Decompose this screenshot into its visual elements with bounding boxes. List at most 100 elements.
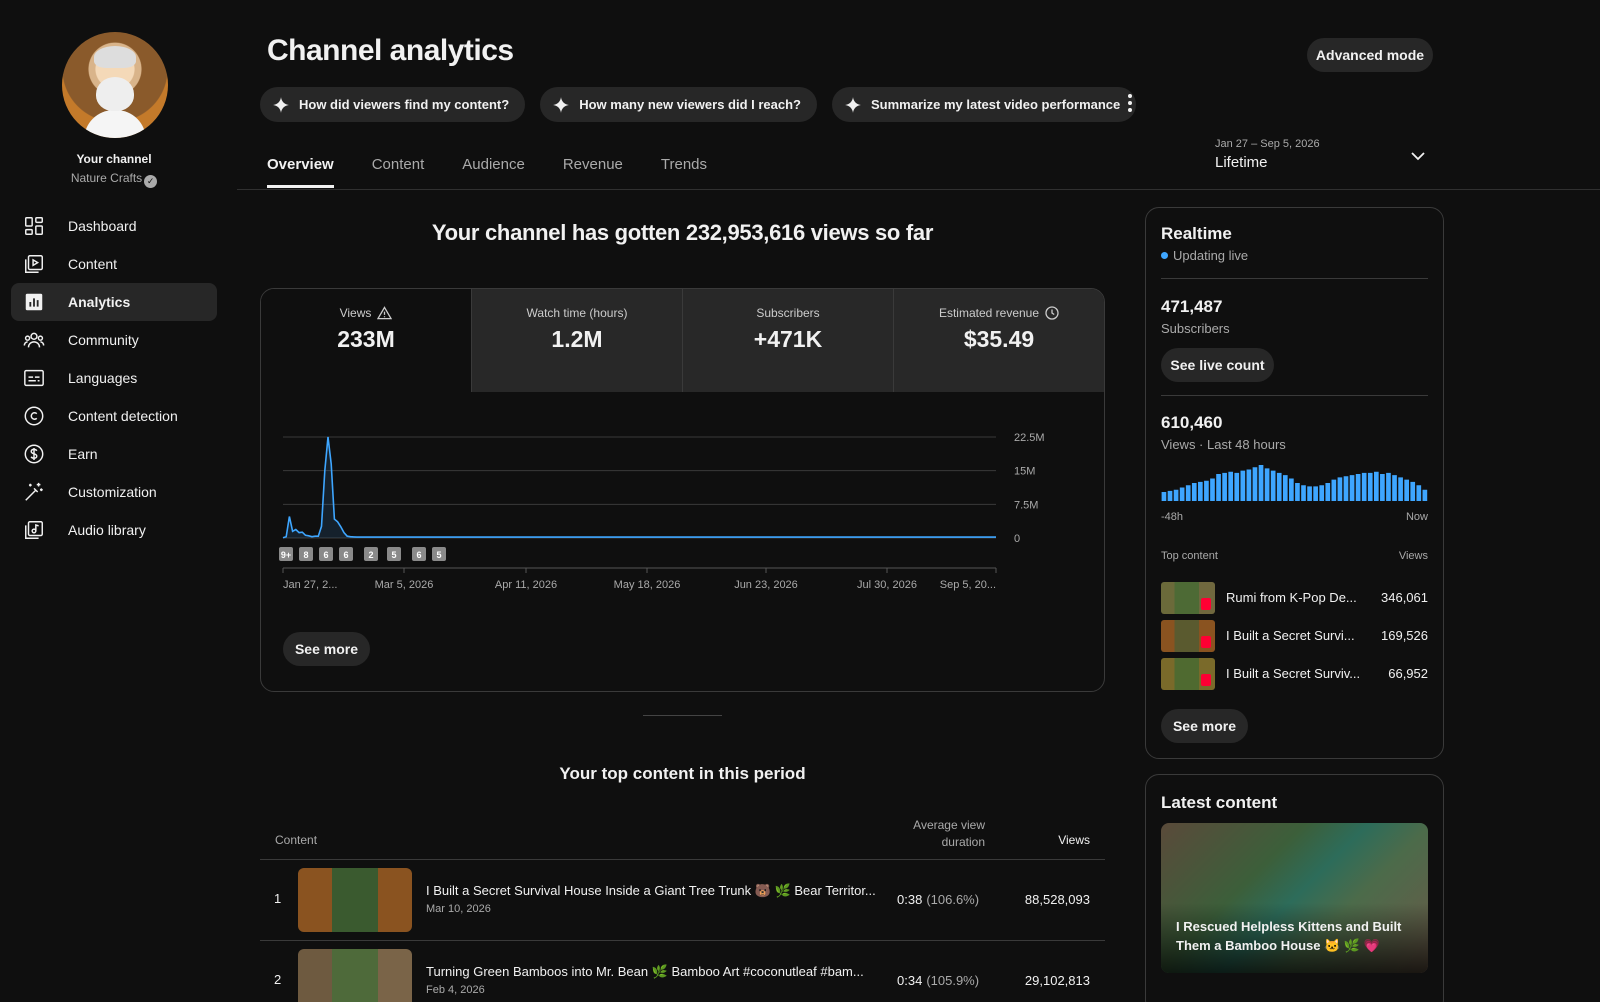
realtime-bar[interactable]: [1289, 478, 1294, 502]
realtime-bar[interactable]: [1252, 467, 1258, 501]
video-thumbnail[interactable]: [298, 868, 412, 932]
column-header-avd[interactable]: Average view duration: [913, 818, 985, 849]
realtime-bar[interactable]: [1173, 489, 1179, 501]
metric-watch-time[interactable]: Watch time (hours) 1.2M: [471, 289, 682, 392]
chevron-down-icon[interactable]: [1410, 148, 1426, 164]
realtime-bar[interactable]: [1240, 470, 1246, 501]
realtime-content-item[interactable]: I Built a Secret Surviv... 66,952: [1161, 658, 1428, 690]
realtime-bar[interactable]: [1258, 465, 1264, 501]
realtime-bar[interactable]: [1410, 481, 1416, 501]
realtime-bar[interactable]: [1282, 475, 1288, 501]
video-title[interactable]: Turning Green Bamboos into Mr. Bean 🌿 Ba…: [426, 964, 864, 979]
metric-label: Subscribers: [756, 306, 820, 320]
column-header-views[interactable]: Views: [1058, 833, 1090, 847]
realtime-content-item[interactable]: Rumi from K-Pop De... 346,061: [1161, 582, 1428, 614]
realtime-bar[interactable]: [1398, 477, 1403, 501]
realtime-bar[interactable]: [1331, 479, 1337, 501]
realtime-bar[interactable]: [1270, 470, 1276, 501]
marker-label: 6: [323, 550, 328, 560]
realtime-bar[interactable]: [1246, 469, 1252, 502]
sidebar-item-dashboard[interactable]: Dashboard: [11, 207, 217, 245]
realtime-content-item[interactable]: I Built a Secret Survi... 169,526: [1161, 620, 1428, 652]
sidebar-item-analytics[interactable]: Analytics: [11, 283, 217, 321]
realtime-bar[interactable]: [1404, 479, 1409, 501]
realtime-bar[interactable]: [1161, 492, 1167, 501]
video-thumbnail[interactable]: [298, 949, 412, 1002]
sidebar-item-community[interactable]: Community: [11, 321, 217, 359]
sidebar-item-customization[interactable]: Customization: [11, 473, 217, 511]
sidebar-item-content-detection[interactable]: Content detection: [11, 397, 217, 435]
see-live-count-button[interactable]: See live count: [1161, 348, 1274, 382]
tab-audience[interactable]: Audience: [462, 156, 525, 173]
channel-avatar[interactable]: [62, 32, 168, 138]
realtime-views-column: Views: [1398, 550, 1428, 562]
realtime-bar[interactable]: [1216, 474, 1221, 501]
realtime-see-more-button[interactable]: See more: [1161, 709, 1248, 743]
suggestion-chip[interactable]: How did viewers find my content?: [260, 87, 526, 122]
realtime-bar[interactable]: [1198, 481, 1203, 501]
sidebar-item-content[interactable]: Content: [11, 245, 217, 283]
realtime-bar[interactable]: [1167, 490, 1173, 501]
sidebar-item-earn[interactable]: Earn: [11, 435, 217, 473]
realtime-bar[interactable]: [1319, 485, 1325, 501]
channel-name[interactable]: Nature Crafts ✓: [0, 171, 228, 188]
realtime-bar[interactable]: [1179, 487, 1185, 502]
realtime-bar[interactable]: [1392, 475, 1397, 501]
realtime-bar[interactable]: [1276, 472, 1282, 501]
realtime-bar[interactable]: [1191, 483, 1197, 501]
realtime-bar[interactable]: [1295, 483, 1300, 501]
video-marker[interactable]: 5: [387, 547, 401, 561]
tab-content[interactable]: Content: [371, 156, 425, 173]
date-range-picker[interactable]: Jan 27 – Sep 5, 2026 Lifetime: [1215, 138, 1320, 171]
metric-views[interactable]: Views 233M: [261, 289, 471, 392]
video-marker[interactable]: 6: [412, 547, 426, 561]
realtime-title: Realtime: [1161, 224, 1232, 243]
more-options-icon[interactable]: [1126, 94, 1134, 114]
video-marker[interactable]: 6: [319, 547, 333, 561]
tab-trends[interactable]: Trends: [660, 156, 708, 173]
realtime-bar[interactable]: [1301, 485, 1306, 501]
video-marker[interactable]: 5: [432, 547, 446, 561]
realtime-bar[interactable]: [1210, 478, 1215, 502]
realtime-bar[interactable]: [1367, 472, 1373, 501]
realtime-bar[interactable]: [1386, 472, 1391, 501]
clock-icon: [1045, 306, 1059, 320]
realtime-bar[interactable]: [1349, 475, 1355, 501]
video-marker[interactable]: 9+: [279, 547, 293, 561]
realtime-bar[interactable]: [1264, 468, 1270, 501]
suggestion-chip[interactable]: How many new viewers did I reach?: [540, 87, 817, 122]
realtime-bar[interactable]: [1313, 486, 1318, 501]
video-title[interactable]: I Built a Secret Survival House Inside a…: [426, 883, 876, 898]
realtime-bar[interactable]: [1355, 474, 1361, 501]
video-marker[interactable]: 6: [339, 547, 353, 561]
marker-box: [364, 547, 378, 561]
video-marker[interactable]: 2: [364, 547, 378, 561]
realtime-bar[interactable]: [1380, 474, 1385, 501]
realtime-bar[interactable]: [1337, 477, 1343, 501]
realtime-bar[interactable]: [1343, 476, 1349, 501]
realtime-bar[interactable]: [1204, 480, 1209, 501]
table-row[interactable]: 2 Turning Green Bamboos into Mr. Bean 🌿 …: [260, 941, 1105, 1002]
tab-overview[interactable]: Overview: [267, 156, 334, 188]
realtime-bar[interactable]: [1234, 472, 1240, 501]
metric-revenue[interactable]: Estimated revenue $35.49: [893, 289, 1104, 392]
realtime-bar[interactable]: [1422, 489, 1428, 501]
metric-subscribers[interactable]: Subscribers +471K: [682, 289, 893, 392]
realtime-bar[interactable]: [1307, 486, 1312, 501]
realtime-bar[interactable]: [1228, 471, 1234, 501]
realtime-bar[interactable]: [1361, 472, 1367, 501]
sidebar-item-audio-library[interactable]: Audio library: [11, 511, 217, 549]
advanced-mode-button[interactable]: Advanced mode: [1307, 38, 1433, 72]
realtime-bar[interactable]: [1325, 483, 1331, 501]
see-more-button[interactable]: See more: [283, 632, 370, 666]
realtime-bar[interactable]: [1416, 485, 1422, 501]
realtime-bar[interactable]: [1222, 472, 1227, 501]
latest-video-thumbnail[interactable]: I Rescued Helpless Kittens and Built The…: [1161, 823, 1428, 973]
video-marker[interactable]: 8: [299, 547, 313, 561]
table-row[interactable]: 1 I Built a Secret Survival House Inside…: [260, 860, 1105, 940]
realtime-bar[interactable]: [1185, 485, 1191, 501]
sidebar-item-languages[interactable]: Languages: [11, 359, 217, 397]
suggestion-chip[interactable]: Summarize my latest video performance: [832, 87, 1137, 122]
realtime-bar[interactable]: [1373, 471, 1379, 501]
tab-revenue[interactable]: Revenue: [562, 156, 623, 173]
